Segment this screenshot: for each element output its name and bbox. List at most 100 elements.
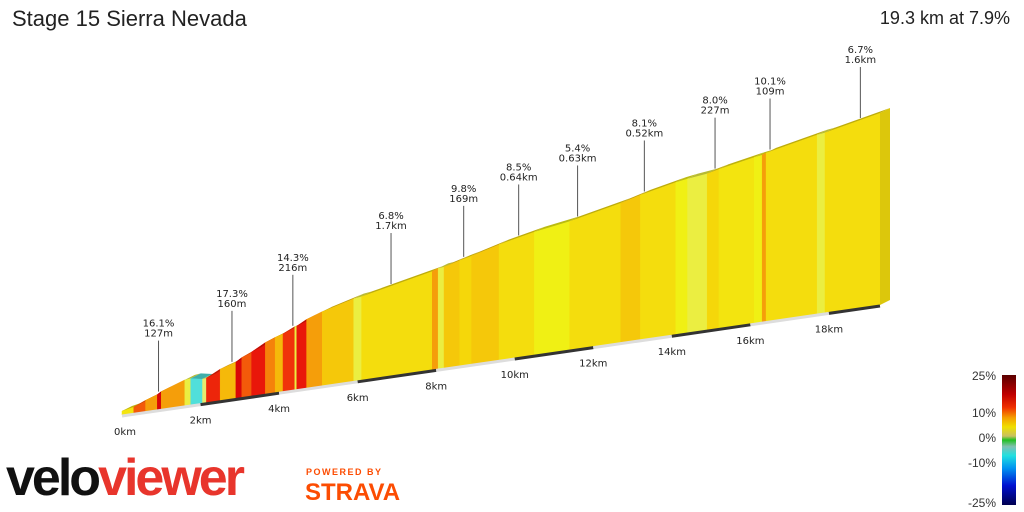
profile-end-face <box>880 108 890 305</box>
profile-segment <box>816 132 826 315</box>
legend-tick: -10% <box>968 456 996 470</box>
annotation-length: 1.6km <box>845 55 876 66</box>
profile-segment <box>296 318 307 390</box>
annotation-gradient: 6.8% <box>378 211 403 222</box>
strava-logo[interactable]: STRAVA <box>305 479 401 506</box>
distance-axis-band <box>671 323 751 338</box>
profile-segment <box>184 378 191 407</box>
annotation-length: 216m <box>278 263 307 274</box>
annotation-gradient: 8.1% <box>632 118 657 129</box>
profile-segment-top <box>569 198 631 222</box>
profile-segment <box>306 311 323 389</box>
distance-axis-band <box>593 334 673 350</box>
legend-tick: -25% <box>968 496 996 510</box>
profile-segment <box>471 244 500 365</box>
annotation-gradient: 6.7% <box>848 45 873 56</box>
profile-segment-top <box>190 373 213 379</box>
veloviewer-logo[interactable]: veloviewer <box>6 449 245 507</box>
profile-segment-top <box>353 291 372 299</box>
profile-segment <box>569 202 622 351</box>
profile-segment <box>219 361 237 402</box>
profile-segment-top <box>817 127 836 135</box>
annotation-gradient: 14.3% <box>277 253 309 264</box>
annotation-length: 127m <box>144 329 173 340</box>
x-tick-label: 8km <box>425 381 447 392</box>
x-tick-label: 18km <box>815 324 843 335</box>
profile-segment-top <box>322 293 364 312</box>
x-tick-label: 14km <box>658 347 686 358</box>
x-tick-label: 0km <box>114 427 136 438</box>
distance-axis-band <box>121 403 201 418</box>
profile-segment-top <box>620 189 651 204</box>
annotation-length: 1.7km <box>375 221 406 232</box>
x-tick-label: 16km <box>736 336 764 347</box>
profile-segment <box>498 231 535 361</box>
legend-tick: 10% <box>972 406 996 420</box>
profile-segment <box>459 255 472 367</box>
page-title: Stage 15 Sierra Nevada <box>12 6 247 31</box>
annotation-gradient: 5.4% <box>565 143 590 154</box>
profile-segment <box>432 267 439 371</box>
profile-segment <box>353 296 362 382</box>
x-tick-label: 10km <box>501 370 529 381</box>
x-tick-label: 6km <box>347 393 369 404</box>
profile-segment <box>761 152 767 323</box>
profile-segment <box>534 220 570 356</box>
profile-segment <box>202 377 207 404</box>
profile-segment <box>322 298 354 387</box>
profile-segment <box>437 266 445 370</box>
x-tick-label: 4km <box>268 404 290 415</box>
annotation-gradient: 8.0% <box>702 96 727 107</box>
gradient-legend-bar <box>1002 375 1016 505</box>
distance-axis-band <box>278 380 358 395</box>
profile-segment-top <box>754 149 773 158</box>
profile-segment-top <box>361 266 443 297</box>
profile-segment <box>718 156 755 329</box>
distance-axis-band <box>750 311 830 327</box>
profile-segment-top <box>432 263 449 272</box>
profile-segment-top <box>499 226 545 245</box>
annotation-length: 0.63km <box>559 153 597 164</box>
profile-segment <box>161 379 186 410</box>
profile-segment-top <box>762 147 777 155</box>
profile-segment-top <box>707 164 729 174</box>
distance-axis-band <box>514 346 594 361</box>
profile-segment <box>443 259 461 369</box>
profile-segment <box>235 357 243 399</box>
profile-segment <box>190 378 203 406</box>
annotation-length: 0.64km <box>500 172 538 183</box>
profile-segment <box>157 391 162 411</box>
profile-segment-top <box>687 168 718 179</box>
annotation-gradient: 9.8% <box>451 184 476 195</box>
profile-segment-top <box>306 306 333 320</box>
profile-segment <box>294 325 298 391</box>
profile-segment <box>675 178 688 335</box>
profile-segment <box>241 351 252 398</box>
annotation-length: 169m <box>449 194 478 205</box>
profile-segment <box>706 168 720 331</box>
profile-segment <box>640 181 677 341</box>
annotation-length: 109m <box>756 87 785 98</box>
annotation-length: 227m <box>701 106 730 117</box>
profile-segment <box>824 112 881 314</box>
distance-axis-band <box>435 357 515 372</box>
distance-axis-band <box>828 304 881 315</box>
x-tick-label: 2km <box>190 416 212 427</box>
distance-axis-band <box>357 368 437 384</box>
annotation-gradient: 16.1% <box>143 319 175 330</box>
profile-segment-top <box>184 373 201 380</box>
profile-segment <box>145 394 158 412</box>
profile-segment <box>765 134 818 322</box>
profile-segment <box>265 336 276 395</box>
annotation-gradient: 8.5% <box>506 162 531 173</box>
distance-axis-band <box>200 391 280 407</box>
profile-segment-top <box>825 108 890 133</box>
profile-segment-top <box>640 177 686 195</box>
profile-segment <box>361 270 433 381</box>
profile-segment <box>754 154 763 324</box>
annotation-gradient: 17.3% <box>216 289 248 300</box>
annotation-length: 160m <box>218 299 247 310</box>
profile-segment-top <box>471 239 510 256</box>
profile-segment-top <box>459 250 482 261</box>
profile-segment-top <box>675 173 698 183</box>
